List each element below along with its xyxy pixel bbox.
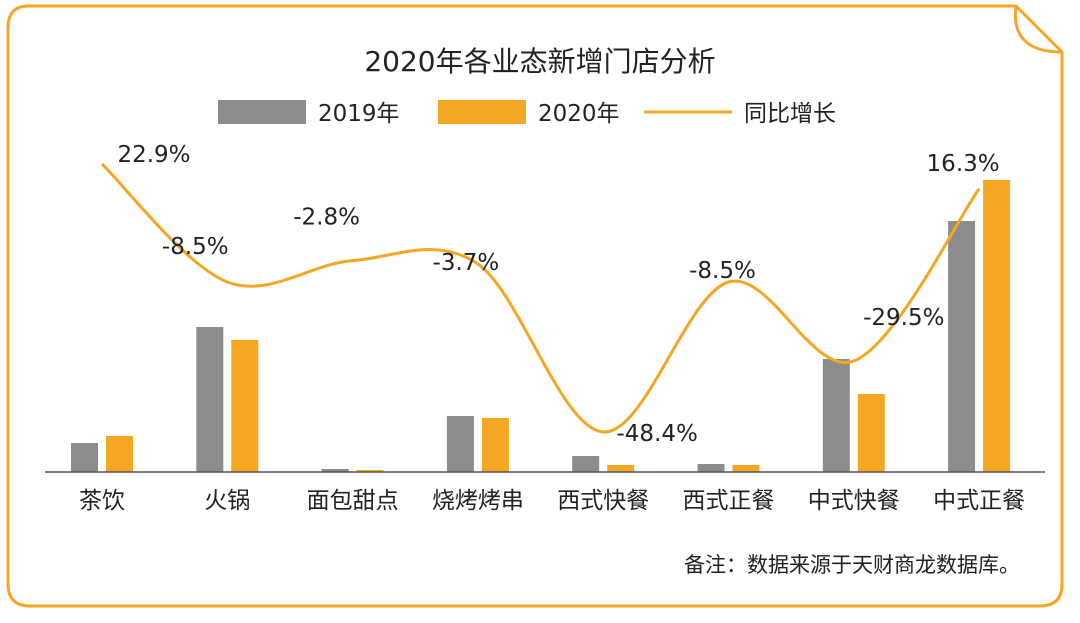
x-tick-label-3: 烧烤烤串 [432,488,524,514]
bar-2019-5 [697,464,725,472]
bar-2019-0 [71,443,98,472]
bar-2020-5 [732,465,760,472]
bar-2019-4 [572,456,600,472]
bar-2020-4 [607,465,635,472]
bar-2020-1 [231,340,259,472]
legend-swatch-2019 [218,100,306,124]
growth-label-2: -2.8% [293,205,360,231]
growth-label-4: -48.4% [617,421,698,447]
legend-swatch-2020 [438,100,526,124]
x-tick-label-7: 中式正餐 [933,488,1025,514]
bar-2019-3 [446,416,474,472]
bar-2020-3 [481,418,509,472]
legend-label-2020: 2020年 [538,101,620,127]
x-tick-label-5: 西式正餐 [683,488,775,514]
legend-label-2019: 2019年 [318,101,400,127]
bars-layer [71,180,1011,472]
footnote: 备注：数据来源于天财商龙数据库。 [684,553,1020,577]
growth-labels-layer: 22.9% -8.5% -2.8% -3.7% -48.4% -8.5% -29.5% 16.… [117,142,999,447]
x-tick-label-1: 火锅 [204,488,250,514]
bar-2019-6 [822,359,850,472]
bar-2019-1 [196,327,224,472]
x-tick-label-6: 中式快餐 [808,488,900,514]
bar-2019-2 [321,469,349,472]
legend: 2019年 2020年 同比增长 [218,100,836,127]
bar-2020-7 [983,180,1011,472]
x-tick-label-2: 面包甜点 [307,488,399,514]
chart-title: 2020年各业态新增门店分析 [364,45,715,78]
legend-label-growth: 同比增长 [744,101,836,127]
bar-2019-7 [948,221,976,472]
growth-label-6: -29.5% [863,305,944,331]
growth-line [100,162,981,434]
growth-label-3: -3.7% [433,250,500,276]
folded-corner [1013,5,1063,54]
growth-line-layer [100,162,981,434]
growth-label-5: -8.5% [689,258,756,284]
growth-label-0: 22.9% [117,142,190,168]
bar-2020-2 [356,470,384,472]
growth-label-1: -8.5% [162,234,229,260]
growth-label-7: 16.3% [927,151,1000,177]
bar-2020-6 [857,394,885,472]
x-tick-labels: 茶饮 火锅 面包甜点 烧烤烤串 西式快餐 西式正餐 中式快餐 中式正餐 [79,488,1025,514]
bar-2020-0 [106,436,133,472]
card-frame [6,4,1064,608]
x-tick-label-0: 茶饮 [79,488,125,514]
x-tick-label-4: 西式快餐 [557,488,649,514]
